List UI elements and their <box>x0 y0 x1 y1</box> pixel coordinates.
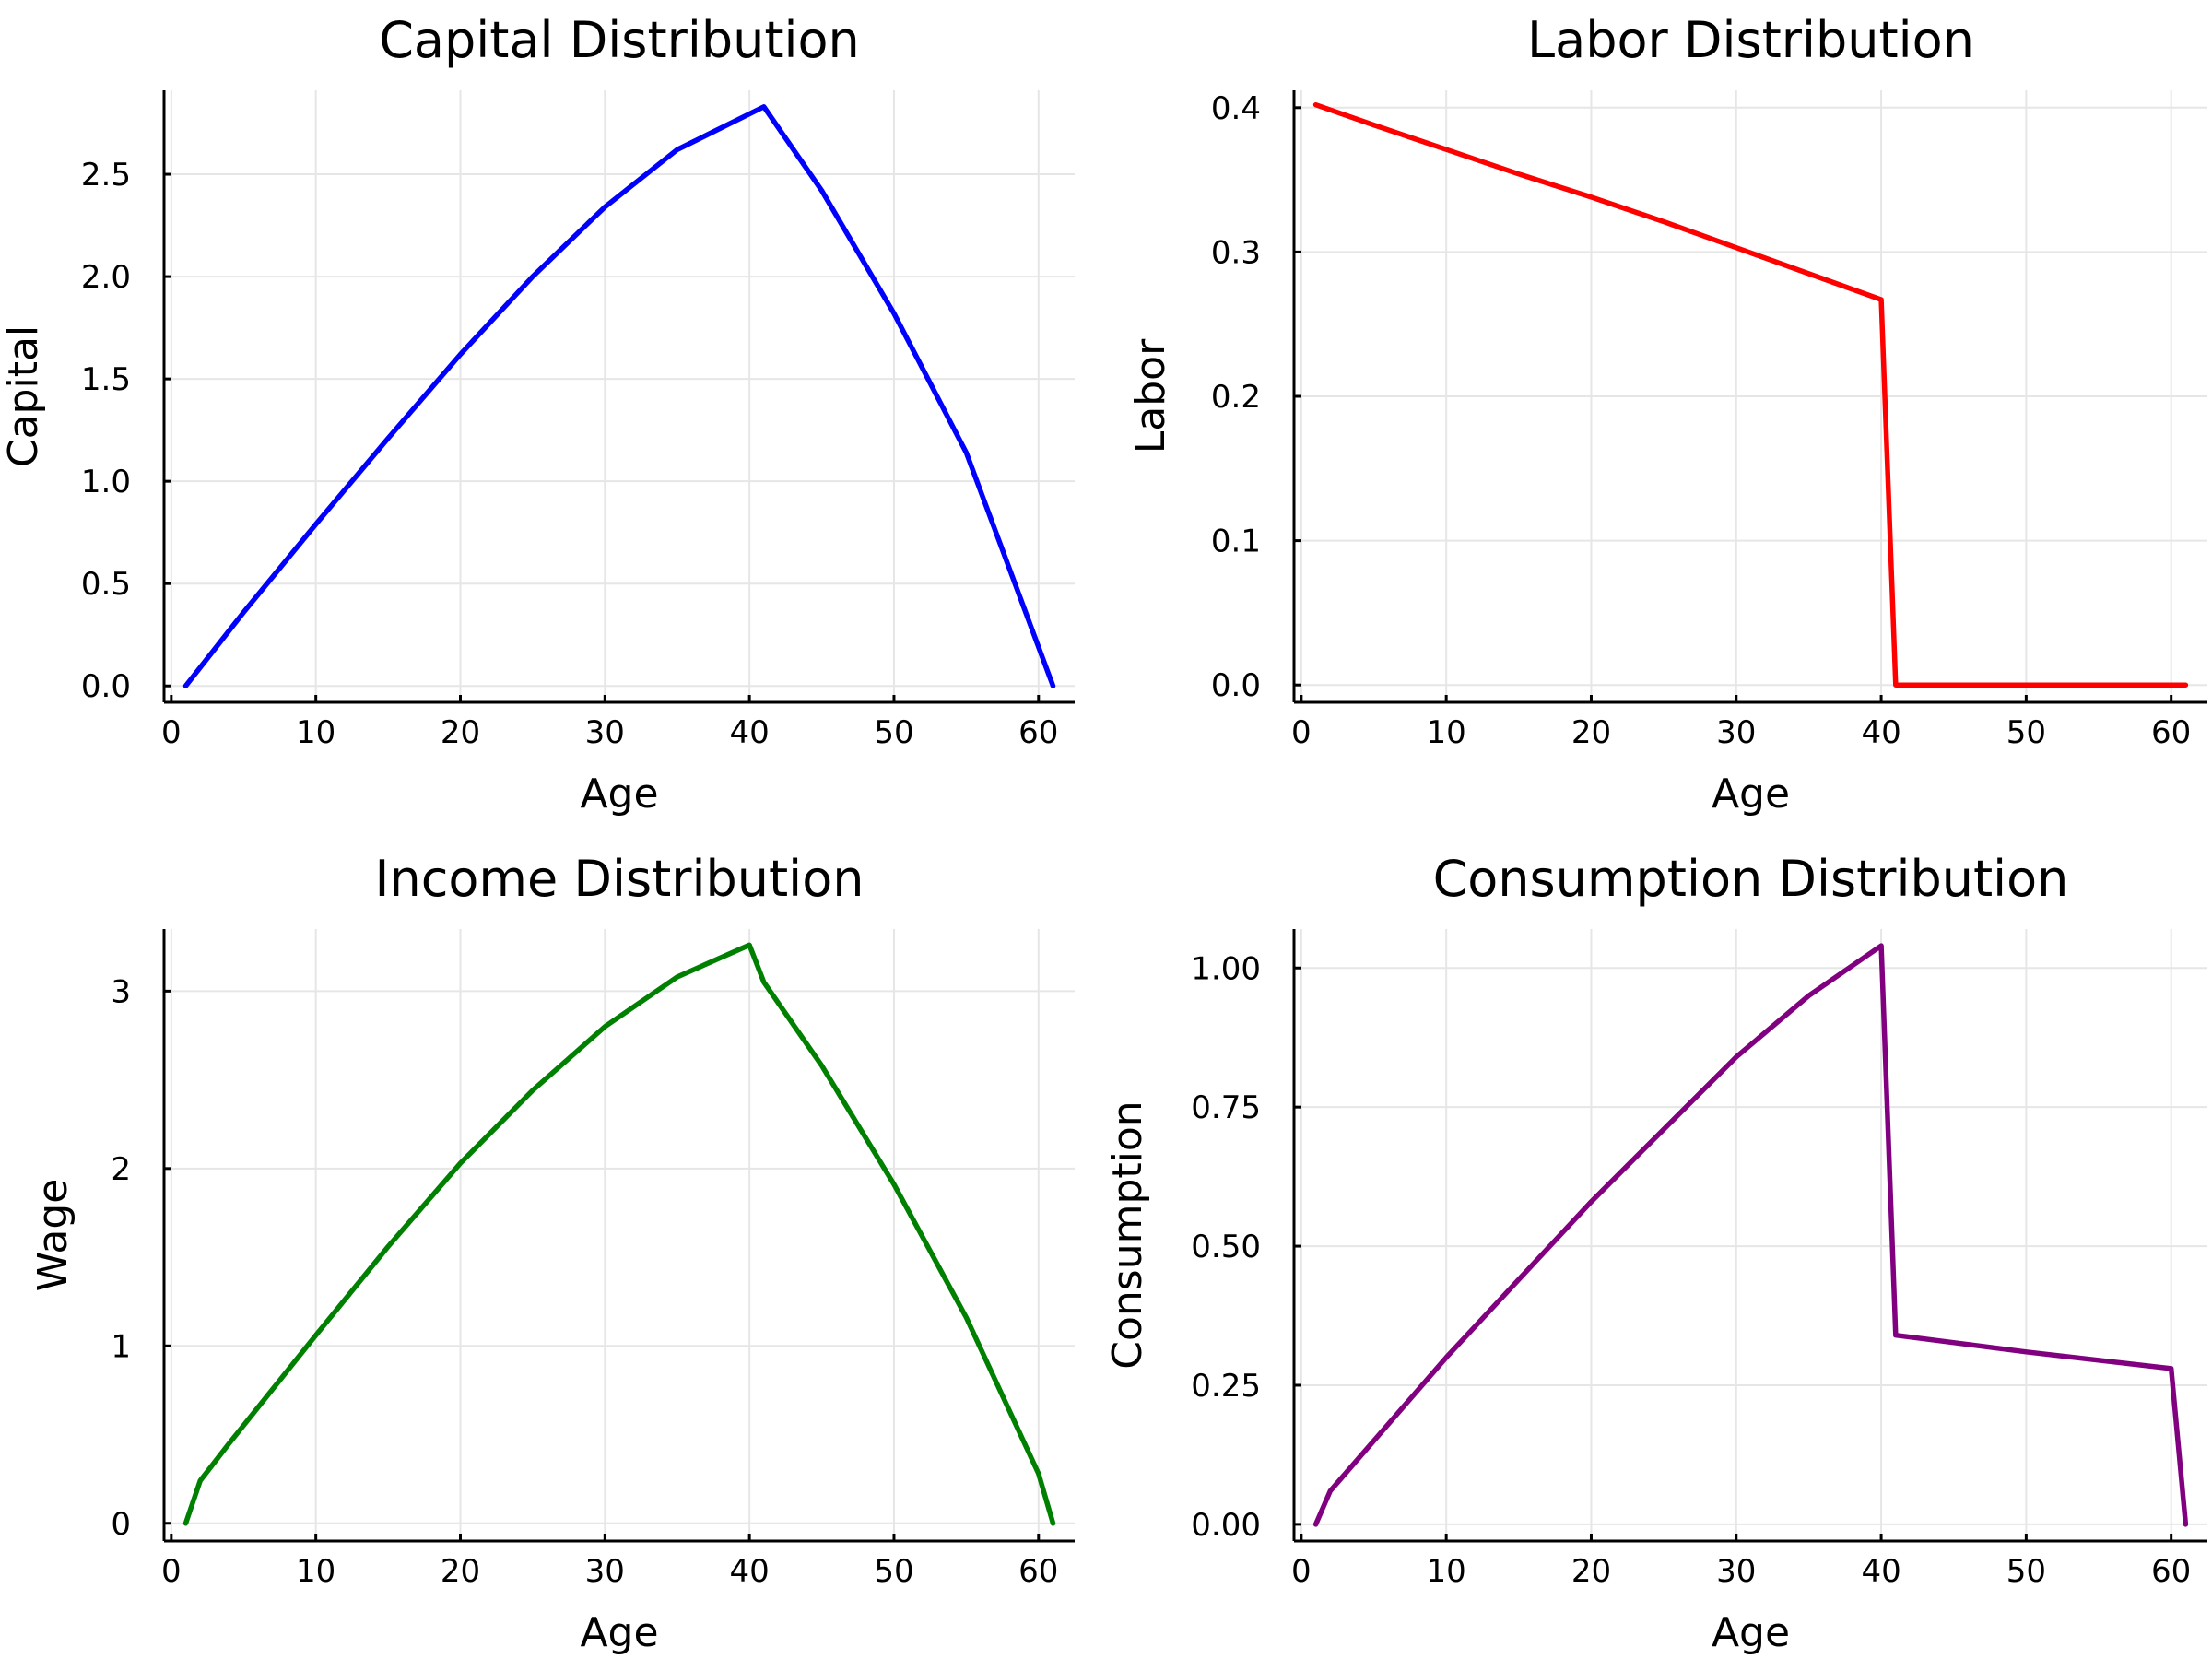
income-y-tick-label: 2 <box>111 1151 131 1188</box>
capital-y-tick-label: 1.0 <box>81 464 131 500</box>
income-chart: 0 10 20 30 40 50 60 0 1 2 3 Income Distribution Age W… <box>29 850 1075 1656</box>
capital-x-tick-label: 60 <box>1018 714 1058 751</box>
capital-x-tick-label: 50 <box>874 714 913 751</box>
labor-x-axis-label: Age <box>1712 771 1790 818</box>
labor-x-tick-label: 40 <box>1861 714 1900 751</box>
consumption-x-tick-label: 40 <box>1861 1553 1900 1590</box>
capital-x-tick-label: 20 <box>441 714 480 751</box>
capital-x-tick-label: 30 <box>585 714 625 751</box>
capital-y-tick-label: 0.5 <box>81 566 131 603</box>
capital-x-tick-label: 0 <box>161 714 182 751</box>
labor-y-tick-label: 0.1 <box>1211 524 1261 560</box>
income-y-tick-label: 1 <box>111 1328 131 1365</box>
income-series-line <box>182 942 1056 1526</box>
consumption-x-tick-label: 50 <box>2006 1553 2046 1590</box>
labor-x-tick-label: 30 <box>1716 714 1756 751</box>
consumption-x-tick-label: 0 <box>1291 1553 1312 1590</box>
income-x-tick-label: 10 <box>296 1553 335 1590</box>
consumption-chart-title: Consumption Distribution <box>1433 850 2069 908</box>
consumption-y-axis-label: Consumption <box>1104 1100 1151 1369</box>
income-x-tick-label: 50 <box>874 1553 913 1590</box>
consumption-y-tick-label: 0.75 <box>1191 1089 1261 1126</box>
consumption-y-tick-label: 0.50 <box>1191 1229 1261 1265</box>
labor-y-tick-label: 0.3 <box>1211 234 1261 271</box>
labor-series-line <box>1312 101 2189 688</box>
income-x-tick-label: 60 <box>1018 1553 1058 1590</box>
consumption-x-tick-label: 20 <box>1571 1553 1611 1590</box>
capital-y-tick-label: 2.0 <box>81 259 131 296</box>
labor-x-tick-label: 50 <box>2006 714 2046 751</box>
consumption-y-tick-label: 1.00 <box>1191 950 1261 987</box>
consumption-x-tick-label: 10 <box>1427 1553 1466 1590</box>
income-x-tick-label: 20 <box>441 1553 480 1590</box>
capital-y-tick-label: 2.5 <box>81 157 131 194</box>
labor-x-tick-label: 0 <box>1291 714 1312 751</box>
consumption-x-axis-label: Age <box>1712 1609 1790 1656</box>
consumption-x-tick-label: 60 <box>2151 1553 2191 1590</box>
consumption-chart: 0 10 20 30 40 50 60 0.00 0.25 0.50 0.75 1.00 Consump… <box>1104 850 2207 1656</box>
capital-y-tick-label: 0.0 <box>81 668 131 705</box>
income-x-tick-label: 40 <box>730 1553 770 1590</box>
capital-y-tick-label: 1.5 <box>81 361 131 398</box>
income-y-tick-label: 0 <box>111 1506 131 1543</box>
capital-x-tick-label: 10 <box>296 714 335 751</box>
consumption-y-tick-label: 0.25 <box>1191 1368 1261 1405</box>
capital-series-line <box>182 104 1056 688</box>
consumption-y-tick-label: 0.00 <box>1191 1507 1261 1544</box>
labor-x-tick-label: 60 <box>2151 714 2191 751</box>
income-x-tick-label: 0 <box>161 1553 182 1590</box>
capital-chart-title: Capital Distribution <box>379 11 860 69</box>
labor-x-tick-label: 20 <box>1571 714 1611 751</box>
labor-y-tick-label: 0.0 <box>1211 667 1261 704</box>
capital-x-axis-label: Age <box>580 771 658 818</box>
labor-x-tick-label: 10 <box>1427 714 1466 751</box>
labor-y-tick-label: 0.2 <box>1211 379 1261 416</box>
capital-x-tick-label: 40 <box>730 714 770 751</box>
labor-y-axis-label: Labor <box>1127 338 1174 453</box>
income-x-axis-label: Age <box>580 1609 658 1656</box>
income-y-axis-label: Wage <box>29 1179 76 1292</box>
income-x-tick-label: 30 <box>585 1553 625 1590</box>
labor-chart-title: Labor Distribution <box>1527 11 1974 69</box>
income-chart-title: Income Distribution <box>375 850 865 908</box>
labor-chart: 0 10 20 30 40 50 60 0.0 0.1 0.2 0.3 0.4 Labor Distri… <box>1127 11 2207 818</box>
consumption-series-line <box>1312 943 2189 1527</box>
capital-chart: 0 10 20 30 40 50 60 0.0 0.5 1.0 1.5 2.0 2.5 Capital D… <box>0 11 1075 818</box>
consumption-x-tick-label: 30 <box>1716 1553 1756 1590</box>
labor-y-tick-label: 0.4 <box>1211 90 1261 127</box>
capital-y-axis-label: Capital <box>0 325 47 467</box>
income-y-tick-label: 3 <box>111 973 131 1010</box>
